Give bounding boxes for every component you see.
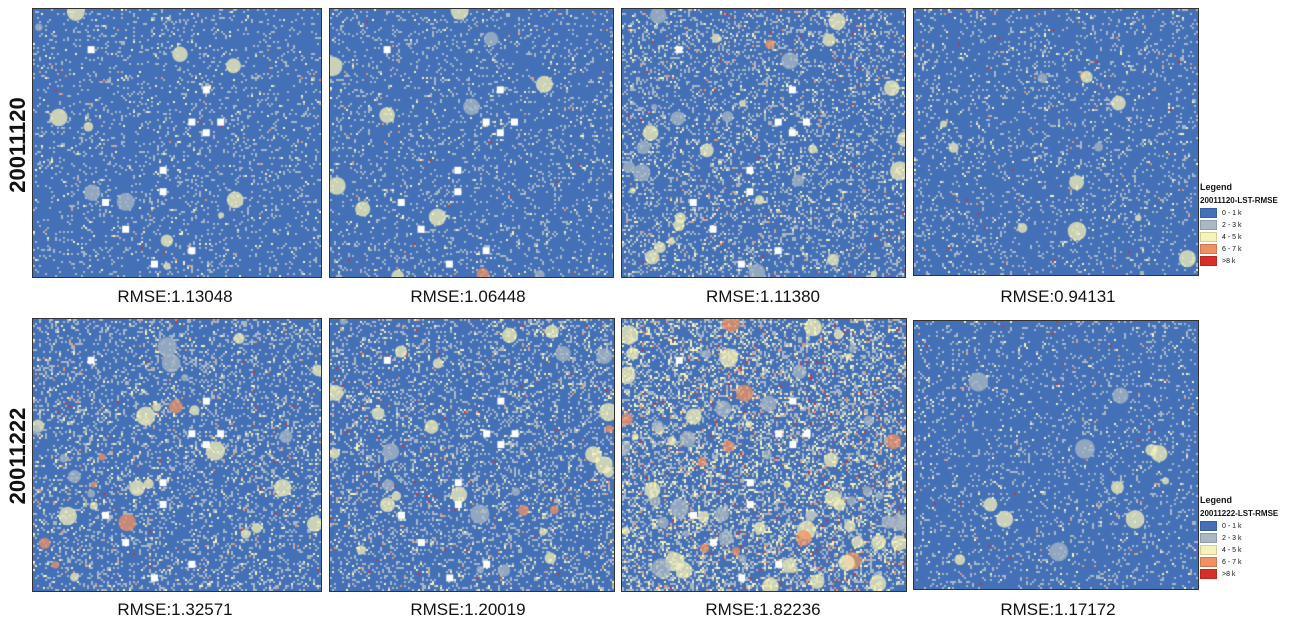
rmse-value: RMSE:1.82236: [705, 600, 821, 619]
rmse-map-panel: [621, 8, 906, 278]
legend-label: 4 - 5 k: [1222, 233, 1242, 241]
legend-swatch: [1200, 220, 1217, 230]
legend-item: 2 - 3 k: [1200, 219, 1278, 231]
rmse-value: RMSE:1.13048: [117, 287, 233, 306]
legend-item: >8 k: [1200, 568, 1278, 580]
legend-swatch: [1200, 533, 1217, 543]
map-legend: Legend 20011222-LST-RMSE 0 - 1 k 2 - 3 k…: [1200, 495, 1278, 580]
rmse-map-raster: [914, 9, 1198, 275]
rmse-map-panel: [621, 318, 907, 592]
legend-item: 2 - 3 k: [1200, 532, 1278, 544]
legend-label: 2 - 3 k: [1222, 221, 1242, 229]
legend-swatch: [1200, 244, 1217, 254]
legend-swatch: [1200, 208, 1217, 218]
legend-swatch: [1200, 256, 1217, 266]
map-legend: Legend 20011120-LST-RMSE 0 - 1 k 2 - 3 k…: [1200, 182, 1278, 267]
legend-layer-name: 20011222-LST-RMSE: [1200, 509, 1279, 518]
legend-title: Legend: [1200, 495, 1233, 505]
rmse-value: RMSE:0.94131: [1000, 287, 1116, 306]
legend-layer-name: 20011120-LST-RMSE: [1200, 196, 1278, 205]
legend-item: 4 - 5 k: [1200, 544, 1278, 556]
legend-item: 6 - 7 k: [1200, 556, 1278, 568]
legend-title: Legend: [1200, 182, 1233, 192]
rmse-map-raster: [914, 321, 1198, 589]
rmse-map-panel: [32, 318, 322, 592]
rmse-map-panel: [913, 8, 1199, 276]
rmse-map-raster: [33, 319, 321, 591]
rmse-map-panel: [913, 320, 1199, 590]
legend-item: >8 k: [1200, 255, 1278, 267]
rmse-map-panel: [329, 8, 614, 278]
legend-label: 6 - 7 k: [1222, 558, 1242, 566]
legend-label: 4 - 5 k: [1222, 546, 1242, 554]
rmse-map-panel: [329, 318, 615, 592]
legend-swatch: [1200, 557, 1217, 567]
rmse-map-raster: [330, 319, 614, 591]
legend-label: >8 k: [1222, 257, 1236, 265]
rmse-value: RMSE:1.06448: [410, 287, 526, 306]
legend-item: 6 - 7 k: [1200, 243, 1278, 255]
legend-item: 0 - 1 k: [1200, 520, 1278, 532]
rmse-value: RMSE:1.11380: [705, 287, 821, 306]
rmse-map-raster: [330, 9, 613, 277]
rmse-value: RMSE:1.17172: [1000, 600, 1116, 619]
legend-item: 4 - 5 k: [1200, 231, 1278, 243]
rmse-map-raster: [622, 9, 905, 277]
legend-swatch: [1200, 232, 1217, 242]
legend-label: 2 - 3 k: [1222, 534, 1242, 542]
legend-label: 0 - 1 k: [1222, 209, 1242, 217]
legend-label: 0 - 1 k: [1222, 522, 1242, 530]
legend-label: >8 k: [1222, 570, 1236, 578]
rmse-map-raster: [33, 9, 321, 277]
rmse-value: RMSE:1.32571: [117, 600, 233, 619]
legend-label: 6 - 7 k: [1222, 245, 1242, 253]
legend-item: 0 - 1 k: [1200, 207, 1278, 219]
row-date-label-1: 20011120: [5, 97, 30, 193]
rmse-value: RMSE:1.20019: [410, 600, 526, 619]
legend-swatch: [1200, 521, 1217, 531]
legend-swatch: [1200, 545, 1217, 555]
rmse-map-panel: [32, 8, 322, 278]
legend-swatch: [1200, 569, 1217, 579]
row-date-label-2: 20011222: [5, 407, 30, 505]
rmse-map-raster: [622, 319, 906, 591]
